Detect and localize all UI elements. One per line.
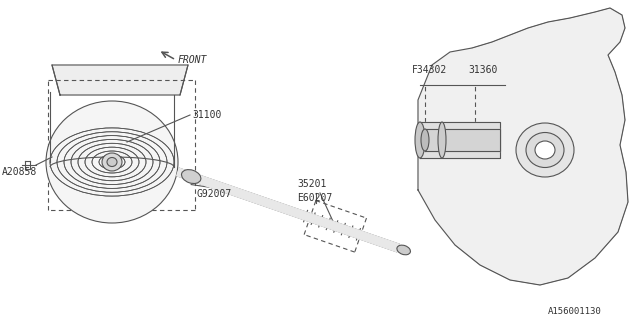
Ellipse shape [397,245,410,255]
Polygon shape [418,8,628,285]
Polygon shape [425,129,500,151]
Ellipse shape [535,141,555,159]
Text: 31100: 31100 [192,110,221,120]
Text: 31360: 31360 [468,65,497,75]
Text: 35201: 35201 [297,179,326,189]
Polygon shape [52,65,188,95]
Ellipse shape [526,132,564,167]
Text: FRONT: FRONT [178,55,207,65]
Ellipse shape [102,153,122,171]
Ellipse shape [421,129,429,151]
Ellipse shape [516,123,574,177]
Ellipse shape [438,122,446,158]
Text: G92007: G92007 [196,189,231,199]
Text: F34302: F34302 [412,65,447,75]
Text: E60207: E60207 [297,193,332,203]
Polygon shape [420,122,500,158]
Text: A156001130: A156001130 [548,308,602,316]
Ellipse shape [107,157,117,166]
Ellipse shape [415,122,425,158]
Polygon shape [177,168,399,252]
Ellipse shape [182,170,201,183]
Ellipse shape [46,101,178,223]
Text: A20858: A20858 [2,167,37,177]
